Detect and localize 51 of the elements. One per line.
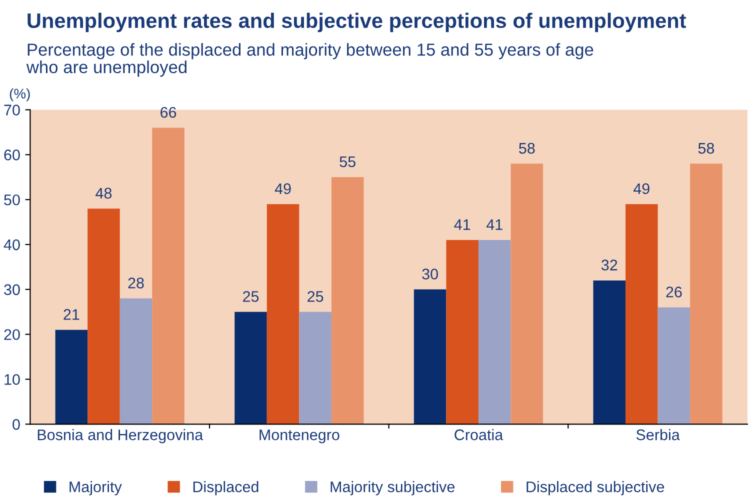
bar (299, 312, 332, 424)
chart-subtitle: Percentage of the displaced and majority between 15 and 55 years of age who are unemployed (26, 43, 594, 77)
y-tick-label: 0 (12, 419, 20, 430)
y-tick-label: 50 (4, 194, 20, 206)
data-label: 21 (64, 309, 80, 320)
bar (88, 208, 120, 424)
x-tick-label: Serbia (636, 429, 680, 440)
bar (266, 204, 300, 424)
bar (331, 177, 364, 424)
bar (478, 240, 511, 424)
bar (446, 240, 478, 424)
bar (510, 164, 544, 424)
bar (690, 164, 722, 424)
chart-title: Unemployment rates and subjective perceptions of unemployment (28, 12, 686, 32)
data-label: 30 (422, 268, 438, 280)
data-label: 25 (308, 291, 324, 302)
data-label: 49 (274, 183, 291, 194)
bar (152, 128, 184, 424)
data-label: 66 (160, 106, 176, 118)
legend-label: Displaced (193, 481, 258, 496)
y-tick-label: 30 (4, 284, 20, 296)
data-label: 49 (634, 183, 650, 194)
bar (234, 312, 267, 424)
x-tick-label: Bosnia and Herzegovina (38, 429, 204, 444)
legend-label: Majority subjective (330, 481, 454, 496)
data-label: 41 (486, 219, 502, 230)
data-label: 55 (340, 156, 356, 168)
data-label: 48 (96, 188, 112, 199)
data-label: 32 (601, 260, 618, 270)
data-label: 25 (243, 291, 259, 302)
bar (120, 298, 152, 424)
data-label: 41 (454, 219, 470, 230)
y-tick-label: 20 (4, 329, 20, 340)
bar (593, 280, 626, 424)
data-label: 58 (519, 142, 535, 154)
y-tick-label: 70 (4, 104, 20, 116)
bar (55, 330, 88, 424)
data-label: 28 (128, 278, 144, 288)
bar (658, 307, 690, 424)
legend-label: Majority (70, 481, 122, 496)
data-label: 26 (666, 286, 682, 298)
y-tick-label: 60 (4, 150, 20, 160)
bar (626, 204, 658, 424)
y-tick-label: 40 (4, 239, 20, 250)
y-tick-label: 10 (4, 374, 20, 385)
data-label: 58 (698, 142, 714, 154)
x-tick-label: Croatia (454, 429, 504, 440)
bar (414, 289, 446, 424)
x-tick-label: Montenegro (260, 430, 340, 444)
legend-label: Displaced subjective (526, 481, 664, 496)
y-axis-title: (%) (10, 88, 30, 102)
